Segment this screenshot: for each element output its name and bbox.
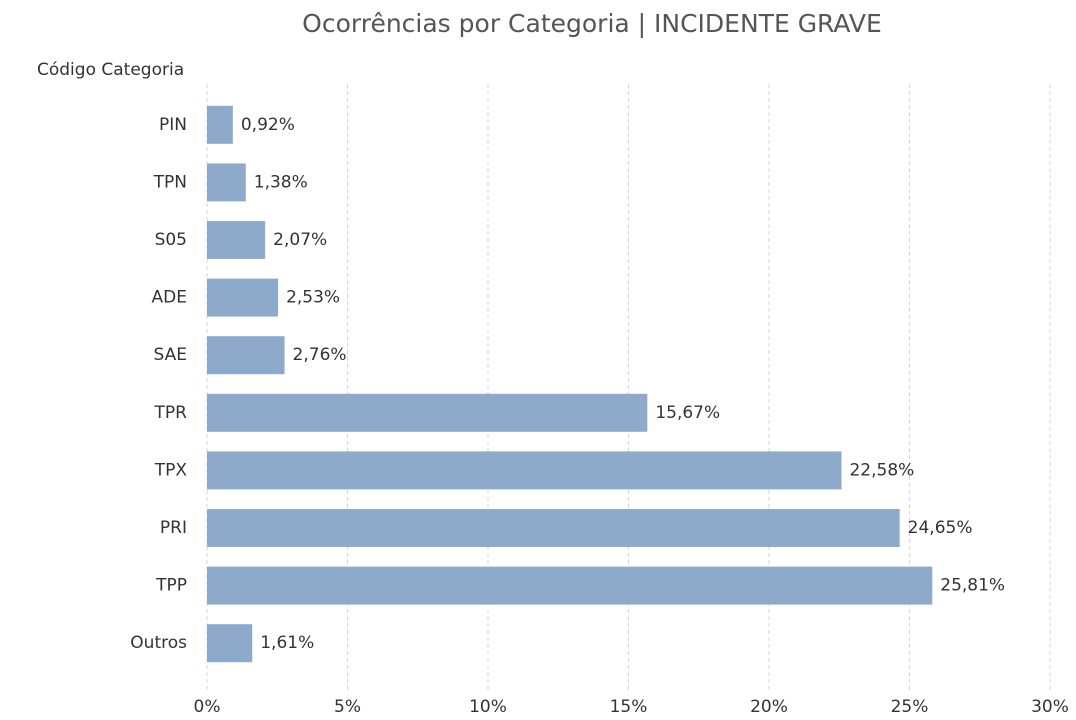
- y-tick-label: ADE: [152, 288, 187, 308]
- y-tick-label: TPP: [155, 576, 187, 596]
- x-tick-label: 15%: [610, 697, 648, 717]
- bar: [207, 105, 233, 144]
- y-tick-label: PIN: [159, 115, 187, 135]
- x-tick-label: 5%: [334, 697, 361, 717]
- data-label: 15,67%: [655, 403, 720, 423]
- bar: [207, 566, 933, 605]
- bar: [207, 336, 285, 375]
- y-tick-label: TPX: [154, 460, 188, 480]
- bar: [207, 278, 279, 317]
- data-label: 1,61%: [260, 633, 314, 653]
- axis-label: Código Categoria: [37, 60, 184, 80]
- data-label: 2,07%: [273, 230, 327, 250]
- y-tick-label: Outros: [130, 633, 187, 653]
- chart-title: Ocorrências por Categoria | INCIDENTE GR…: [302, 9, 882, 38]
- bar: [207, 509, 900, 547]
- y-tick-label: S05: [155, 230, 187, 250]
- y-tick-label: PRI: [160, 518, 187, 538]
- data-label: 0,92%: [241, 115, 295, 135]
- x-tick-label: 30%: [1031, 697, 1069, 717]
- data-label: 2,53%: [286, 288, 340, 308]
- bar: [207, 393, 648, 432]
- bar: [207, 221, 266, 259]
- data-label: 1,38%: [254, 172, 308, 192]
- y-tick-label: TPR: [154, 403, 188, 423]
- x-tick-label: 10%: [469, 697, 507, 717]
- x-tick-label: 25%: [891, 697, 929, 717]
- bar: [207, 624, 253, 663]
- x-tick-label: 20%: [750, 697, 788, 717]
- data-label: 24,65%: [908, 518, 973, 538]
- data-label: 22,58%: [849, 460, 914, 480]
- y-tick-label: SAE: [154, 345, 187, 365]
- bar: [207, 163, 246, 202]
- x-tick-label: 0%: [194, 697, 221, 717]
- data-label: 2,76%: [293, 345, 347, 365]
- data-label: 25,81%: [940, 576, 1005, 596]
- bar: [207, 451, 842, 490]
- y-tick-label: TPN: [153, 172, 187, 192]
